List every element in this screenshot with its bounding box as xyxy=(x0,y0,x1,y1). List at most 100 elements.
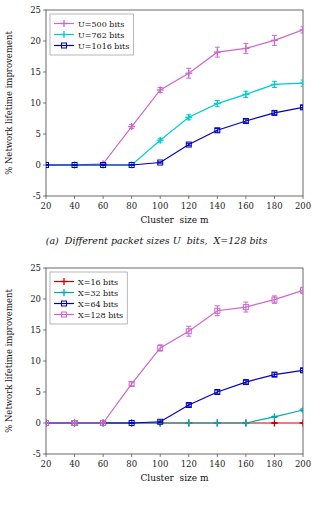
y-tick xyxy=(43,330,46,331)
x-tick-label: 20 xyxy=(41,459,52,469)
legend-marker xyxy=(61,31,68,38)
point xyxy=(72,421,77,426)
series xyxy=(46,368,303,426)
x-tick xyxy=(245,454,246,457)
point xyxy=(100,162,107,169)
point xyxy=(243,305,248,310)
point xyxy=(301,105,304,110)
point xyxy=(271,413,278,420)
error-bar xyxy=(186,143,191,145)
x-axis-label: Cluster size m xyxy=(140,473,209,483)
error-bar xyxy=(101,164,106,166)
y-tick-label: -5 xyxy=(33,191,41,201)
error-bar xyxy=(215,306,220,316)
y-tick xyxy=(43,454,46,455)
legend-marker xyxy=(61,20,68,27)
point xyxy=(100,420,107,427)
y-tick xyxy=(43,268,46,269)
point xyxy=(101,421,106,426)
error-bar xyxy=(243,119,248,123)
point xyxy=(301,288,304,293)
error-bar xyxy=(101,164,106,166)
x-tick xyxy=(103,196,104,199)
point xyxy=(301,368,304,373)
x-tick xyxy=(188,196,189,199)
y-tick-label: 20 xyxy=(30,36,41,46)
y-tick xyxy=(43,392,46,393)
x-tick xyxy=(274,196,275,199)
x-tick-label: 100 xyxy=(152,201,168,211)
y-tick-label: 10 xyxy=(30,98,41,108)
series-line xyxy=(46,107,303,165)
error-bar xyxy=(158,421,163,422)
point xyxy=(185,70,192,77)
x-tick-label: 180 xyxy=(266,201,282,211)
y-tick-label: 25 xyxy=(30,5,41,15)
point xyxy=(128,420,135,427)
x-tick-label: 100 xyxy=(152,459,168,469)
x-tick-label: 40 xyxy=(69,201,80,211)
point xyxy=(242,91,249,98)
error-bar xyxy=(301,287,304,293)
x-tick xyxy=(245,196,246,199)
error-bar xyxy=(72,164,77,166)
chart: 20406080100120140160180200-50510152025Cl… xyxy=(4,263,311,483)
x-tick xyxy=(46,196,47,199)
x-tick-label: 160 xyxy=(238,201,254,211)
y-tick-label: 15 xyxy=(30,67,41,77)
legend-label: X=32 bits xyxy=(78,289,118,298)
point xyxy=(101,163,106,168)
x-tick-label: 180 xyxy=(266,459,282,469)
error-bar xyxy=(215,128,220,132)
error-bar xyxy=(101,422,106,424)
point xyxy=(72,163,77,168)
y-tick xyxy=(43,423,46,424)
series-line xyxy=(46,290,303,423)
legend-marker xyxy=(62,301,67,306)
point xyxy=(214,420,221,427)
error-bar xyxy=(272,373,277,377)
error-bar xyxy=(186,326,191,336)
error-bar xyxy=(129,422,134,424)
error-bar xyxy=(158,162,163,163)
point xyxy=(271,37,278,44)
y-tick-label: 25 xyxy=(30,263,41,273)
y-tick-label: 10 xyxy=(30,356,41,366)
error-bar xyxy=(129,422,134,424)
y-tick xyxy=(43,41,46,42)
chart: 20406080100120140160180200-50510152025Cl… xyxy=(4,5,311,246)
point xyxy=(46,162,50,169)
error-bar xyxy=(72,422,77,424)
legend-box xyxy=(50,14,133,55)
point xyxy=(271,420,278,427)
series xyxy=(46,105,303,168)
plot-frame xyxy=(46,268,303,454)
point xyxy=(129,381,134,386)
x-tick-label: 40 xyxy=(69,459,80,469)
y-tick xyxy=(43,165,46,166)
error-bar xyxy=(72,164,77,166)
y-tick-label: 0 xyxy=(36,418,41,428)
point xyxy=(71,162,78,169)
error-bar xyxy=(129,382,134,386)
point xyxy=(128,123,135,130)
point xyxy=(158,419,163,424)
point xyxy=(215,308,220,313)
error-bar xyxy=(301,80,304,86)
point xyxy=(46,420,50,427)
point xyxy=(272,110,277,115)
error-bar xyxy=(101,422,106,424)
series-line xyxy=(46,370,303,423)
error-bar xyxy=(129,164,134,166)
series xyxy=(46,26,303,168)
point xyxy=(46,163,49,168)
legend-label: X=128 bits xyxy=(78,311,123,320)
legend-line xyxy=(54,303,74,304)
point xyxy=(272,372,277,377)
x-tick-label: 160 xyxy=(238,459,254,469)
x-tick-label: 120 xyxy=(181,201,197,211)
point xyxy=(46,421,49,426)
point xyxy=(242,420,249,427)
legend-label: X=64 bits xyxy=(78,300,118,309)
x-tick xyxy=(217,196,218,199)
